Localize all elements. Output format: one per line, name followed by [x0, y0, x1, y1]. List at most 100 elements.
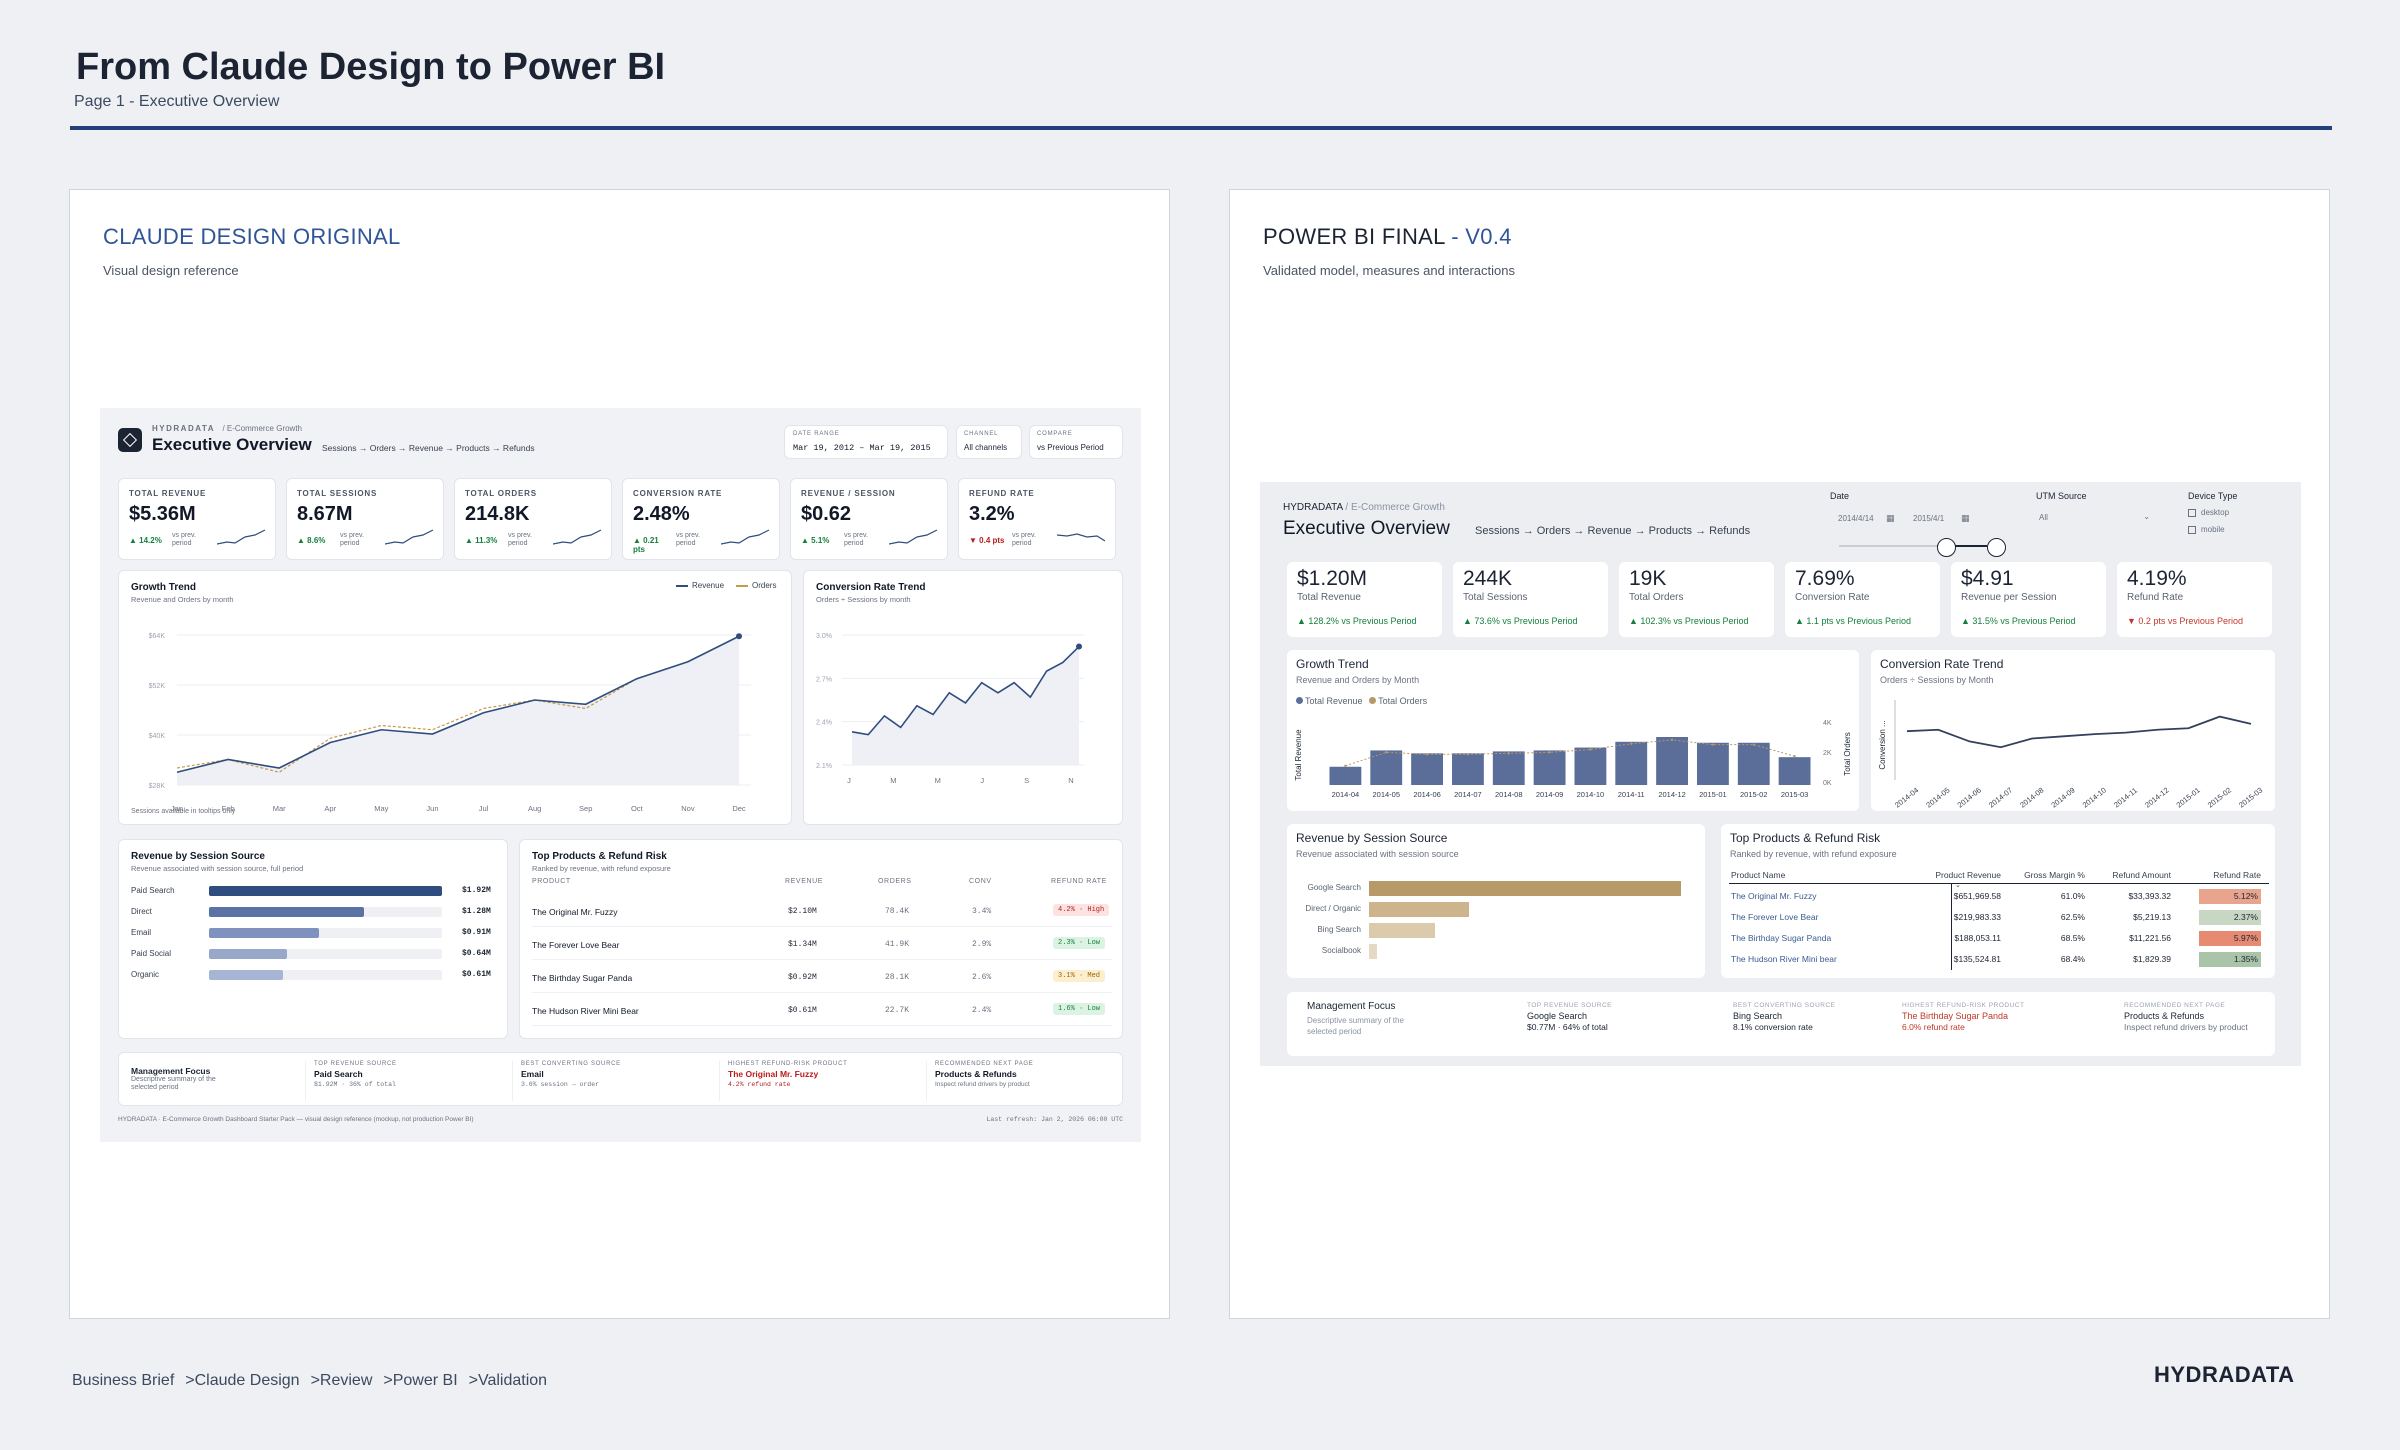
card-title: Revenue by Session Source — [131, 851, 265, 862]
product-name[interactable]: The Birthday Sugar Panda — [1731, 933, 1832, 943]
revenue-bar[interactable] — [1574, 747, 1607, 785]
kpi-card[interactable]: REFUND RATE 3.2% ▼ 0.4 pts vs prev. period — [958, 478, 1116, 560]
table-row[interactable]: The Forever Love Bear $219,983.33 62.5% $5,… — [1721, 910, 2275, 926]
table-row[interactable]: The Birthday Sugar Panda $188,053.11 68.5%… — [1721, 931, 2275, 947]
conversion-chart[interactable]: Conversion ...2014-04 2014-05 2014-06 2014-… — [1871, 650, 2275, 811]
date-range-filter[interactable]: DATE RANGE Mar 19, 2012 – Mar 19, 2015 — [784, 425, 948, 459]
date-slider-track[interactable] — [1839, 545, 1937, 547]
revenue-bar[interactable] — [1451, 753, 1484, 785]
growth-chart[interactable]: Total Revenue Total Orders 4K 2K 0K 2014-04 20… — [1287, 650, 1859, 811]
conversion-trend-card: Conversion Rate Trend Orders ÷ Sessions … — [1871, 650, 2275, 811]
checkbox-icon[interactable] — [2188, 525, 2196, 534]
kpi-card[interactable]: 19K Total Orders ▲ 102.3% vs Previous Peri… — [1619, 562, 1774, 637]
kpi-card[interactable]: TOTAL ORDERS 214.8K ▲ 11.3% vs prev. period — [454, 478, 612, 560]
conversion-chart[interactable]: 3.0% 2.7% 2.4% 2.1% J M M J S N — [804, 571, 1124, 826]
kpi-value: 3.2% — [969, 503, 1015, 525]
legend-orders: Total Orders — [1378, 696, 1428, 706]
utm-dropdown[interactable]: All ⌄ — [2036, 510, 2156, 526]
source-bar[interactable] — [1369, 923, 1435, 938]
kpi-card[interactable]: TOTAL SESSIONS 8.67M ▲ 8.6% vs prev. period — [286, 478, 444, 560]
source-bar[interactable] — [209, 949, 287, 959]
revenue-by-source-card: Revenue by Session Source Revenue associ… — [118, 839, 508, 1039]
product-name[interactable]: The Forever Love Bear — [1731, 912, 1819, 922]
revenue-bar[interactable] — [1778, 757, 1811, 785]
y-tick-label: $28K — [149, 783, 166, 790]
date-to[interactable]: 2015/4/1 — [1913, 514, 1945, 523]
revenue-bar[interactable] — [1411, 753, 1444, 785]
revenue-bar[interactable] — [1737, 742, 1770, 785]
panel-title: CLAUDE DESIGN ORIGINAL — [103, 224, 401, 249]
conversion-line — [851, 645, 1080, 736]
breadcrumb-item[interactable]: Review — [319, 1372, 373, 1389]
column-header[interactable]: Gross Margin % — [2024, 870, 2085, 880]
revenue-bar[interactable] — [1329, 766, 1362, 785]
source-bar[interactable] — [1369, 881, 1681, 896]
table-row[interactable]: The Birthday Sugar Panda $0.92M 28.1K 2.6% 3… — [532, 969, 1112, 993]
breadcrumb-item[interactable]: Validation — [477, 1372, 548, 1389]
kpi-card[interactable]: CONVERSION RATE 2.48% ▲ 0.21 pts vs prev. p… — [622, 478, 780, 560]
compare-filter[interactable]: COMPARE vs Previous Period — [1029, 425, 1123, 459]
focus-item-label: BEST CONVERTING SOURCE — [521, 1061, 621, 1067]
growth-chart[interactable]: $64K $52K $40K $28K Jan Feb Mar Apr May Jun Jul Aug… — [119, 571, 793, 826]
date-from[interactable]: 2014/4/14 — [1838, 514, 1874, 523]
table-row[interactable]: The Hudson River Mini Bear $0.61M 22.7K 2.4… — [532, 1002, 1112, 1026]
breadcrumb-separator: > — [468, 1372, 478, 1389]
kpi-card[interactable]: $4.91 Revenue per Session ▲ 31.5% vs Previ… — [1951, 562, 2106, 637]
title-divider — [70, 126, 2332, 130]
column-header[interactable]: Product Revenue — [1935, 870, 2001, 880]
kpi-label: Revenue per Session — [1961, 592, 2057, 603]
slider-handle-start[interactable] — [1937, 538, 1956, 557]
device-option[interactable]: desktop — [2188, 508, 2229, 517]
table-row[interactable]: The Original Mr. Fuzzy $2.10M 78.4K 3.4% 4.2… — [532, 903, 1112, 927]
y-tick-label: $64K — [149, 633, 166, 640]
revenue-bar[interactable] — [1656, 737, 1689, 785]
product-name[interactable]: The Hudson River Mini bear — [1731, 954, 1837, 964]
product-name[interactable]: The Original Mr. Fuzzy — [1731, 891, 1817, 901]
kpi-card[interactable]: REVENUE / SESSION $0.62 ▲ 5.1% vs prev. per… — [790, 478, 948, 560]
kpi-card[interactable]: 244K Total Sessions ▲ 73.6% vs Previous Pe… — [1453, 562, 1608, 637]
focus-item: HIGHEST REFUND-RISK PRODUCT The Original … — [719, 1061, 919, 1101]
kpi-card[interactable]: $1.20M Total Revenue ▲ 128.2% vs Previous … — [1287, 562, 1442, 637]
brand-sub: / E-Commerce Growth — [1345, 502, 1445, 513]
breadcrumb-item[interactable]: Power BI — [392, 1372, 458, 1389]
source-bar[interactable] — [1369, 944, 1377, 959]
sort-desc-icon[interactable]: ⌄ — [1955, 882, 1961, 889]
revenue-bar[interactable] — [1533, 750, 1566, 785]
source-bar[interactable] — [209, 886, 442, 896]
slider-handle-end[interactable] — [1987, 538, 2006, 557]
revenue-bar[interactable] — [1370, 750, 1403, 785]
focus-item-sub: 3.6% session → order — [521, 1081, 600, 1088]
table-row[interactable]: The Hudson River Mini bear $135,524.81 68.… — [1721, 952, 2275, 968]
breadcrumb-item[interactable]: Claude Design — [194, 1372, 300, 1389]
source-bar[interactable] — [209, 970, 284, 980]
table-row[interactable]: The Forever Love Bear $1.34M 41.9K 2.9% 2.3%… — [532, 936, 1112, 960]
x-tick-label: 2014-04 — [1893, 786, 1920, 810]
column-header[interactable]: Refund Amount — [2112, 870, 2171, 880]
column-header[interactable]: Product Name — [1731, 870, 1786, 880]
calendar-icon[interactable]: ▦ — [1886, 513, 1895, 523]
kpi-card[interactable]: 7.69% Conversion Rate ▲ 1.1 pts vs Previou… — [1785, 562, 1940, 637]
revenue-bar[interactable] — [1615, 741, 1648, 785]
column-header[interactable]: Refund Rate — [2213, 870, 2261, 880]
kpi-delta: ▲ 128.2% vs Previous Period — [1297, 616, 1417, 626]
card-title: Revenue by Session Source — [1296, 831, 1448, 845]
checkbox-icon[interactable] — [2188, 508, 2196, 517]
compare-value: vs Previous Period — [1037, 443, 1104, 452]
card-title: Top Products & Refund Risk — [1730, 831, 1881, 845]
cell-gm: 62.5% — [2060, 912, 2085, 922]
x-tick-label: 2015-01 — [1699, 790, 1727, 799]
focus-item: BEST CONVERTING SOURCE Bing Search 8.1% co… — [1733, 1002, 1933, 1032]
device-option[interactable]: mobile — [2188, 525, 2225, 534]
kpi-card[interactable]: 4.19% Refund Rate ▼ 0.2 pts vs Previous Pe… — [2117, 562, 2272, 637]
focus-item: TOP REVENUE SOURCE Google Search $0.77M · … — [1527, 1002, 1727, 1032]
table-row[interactable]: The Original Mr. Fuzzy $651,969.58 61.0% $3… — [1721, 889, 2275, 905]
source-bar[interactable] — [1369, 902, 1469, 917]
revenue-bar[interactable] — [1696, 742, 1729, 785]
breadcrumb-item[interactable]: Business Brief — [72, 1372, 175, 1389]
kpi-card[interactable]: TOTAL REVENUE $5.36M ▲ 14.2% vs prev. perio… — [118, 478, 276, 560]
source-bar[interactable] — [209, 907, 365, 917]
calendar-icon[interactable]: ▦ — [1961, 513, 1970, 523]
channel-filter[interactable]: CHANNEL All channels — [956, 425, 1022, 459]
revenue-bar[interactable] — [1492, 751, 1525, 785]
source-bar[interactable] — [209, 928, 320, 938]
